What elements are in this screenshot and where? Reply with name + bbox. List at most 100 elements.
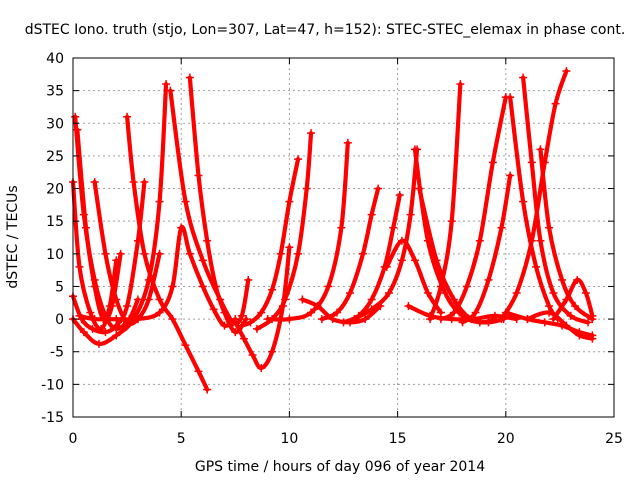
data-point-marker <box>123 302 132 311</box>
data-point-marker <box>129 178 138 187</box>
data-point-marker <box>71 112 80 121</box>
y-tick-label: 25 <box>46 149 64 165</box>
data-point-marker <box>155 295 164 304</box>
data-point-marker <box>90 282 99 291</box>
data-point-marker <box>263 315 272 324</box>
data-point-marker <box>536 145 545 154</box>
data-point-marker <box>475 236 484 245</box>
y-tick-label: -5 <box>50 345 64 361</box>
data-point-marker <box>181 341 190 350</box>
data-point-marker <box>456 80 465 89</box>
data-point-marker <box>239 334 248 343</box>
data-point-marker <box>107 302 116 311</box>
data-point-marker <box>519 73 528 82</box>
data-point-marker <box>339 318 348 327</box>
data-point-marker <box>237 311 246 320</box>
data-point-marker <box>558 275 567 284</box>
data-point-marker <box>101 328 110 337</box>
y-tick-label: 5 <box>55 279 64 295</box>
data-point-marker <box>588 311 597 320</box>
data-point-marker <box>397 256 406 265</box>
data-point-marker <box>198 282 207 291</box>
data-point-marker <box>358 249 367 258</box>
data-point-marker <box>367 295 376 304</box>
data-point-marker <box>302 184 311 193</box>
data-point-marker <box>549 288 558 297</box>
data-point-marker <box>584 318 593 327</box>
data-point-marker <box>575 331 584 340</box>
data-point-marker <box>220 321 229 330</box>
data-point-marker <box>101 249 110 258</box>
data-point-marker <box>471 308 480 317</box>
data-point-marker <box>395 191 404 200</box>
data-point-marker <box>404 302 413 311</box>
data-point-marker <box>203 236 212 245</box>
data-point-marker <box>155 197 164 206</box>
data-point-marker <box>389 223 398 232</box>
data-point-marker <box>203 385 212 394</box>
y-tick-labels: -15 -10 -5 0 5 10 15 20 25 30 35 40 <box>41 51 64 426</box>
data-point-marker <box>581 288 590 297</box>
data-point-marker <box>285 197 294 206</box>
data-point-marker <box>268 285 277 294</box>
y-tick-label: -10 <box>41 377 64 393</box>
data-point-marker <box>73 125 82 134</box>
data-point-marker <box>536 236 545 245</box>
data-point-marker <box>88 324 97 333</box>
data-point-marker <box>133 315 142 324</box>
data-point-marker <box>527 158 536 167</box>
data-point-marker <box>410 145 419 154</box>
data-point-marker <box>406 210 415 219</box>
data-point-marker <box>116 249 125 258</box>
data-point-marker <box>436 315 445 324</box>
data-point-marker <box>285 315 294 324</box>
data-point-marker <box>382 262 391 271</box>
data-point-marker <box>242 315 251 324</box>
data-series <box>69 67 597 394</box>
axis-ticks <box>72 57 615 418</box>
data-point-marker <box>155 308 164 317</box>
data-point-marker <box>90 315 99 324</box>
data-point-marker <box>523 315 532 324</box>
data-point-marker <box>484 318 493 327</box>
data-point-marker <box>532 262 541 271</box>
x-tick-label: 15 <box>389 431 407 447</box>
data-point-marker <box>497 315 506 324</box>
data-point-marker <box>588 334 597 343</box>
y-tick-label: 40 <box>46 51 64 67</box>
data-point-marker <box>566 311 575 320</box>
x-tick-label: 10 <box>280 431 298 447</box>
data-point-marker <box>123 112 132 121</box>
data-point-marker <box>209 305 218 314</box>
data-point-marker <box>374 184 383 193</box>
data-point-marker <box>410 256 419 265</box>
data-point-marker <box>94 339 103 348</box>
data-point-marker <box>252 324 261 333</box>
data-point-marker <box>268 347 277 356</box>
data-point-marker <box>90 178 99 187</box>
y-tick-label: 20 <box>46 182 64 198</box>
data-point-marker <box>194 171 203 180</box>
data-point-marker <box>512 288 521 297</box>
series-line <box>352 147 420 322</box>
data-point-marker <box>281 295 290 304</box>
series-line <box>70 179 147 335</box>
data-point-marker <box>231 328 240 337</box>
data-point-marker <box>506 171 515 180</box>
data-point-marker <box>168 315 177 324</box>
y-tick-label: 0 <box>55 312 64 328</box>
data-point-marker <box>75 262 84 271</box>
data-point-marker <box>540 318 549 327</box>
y-tick-label: 15 <box>46 214 64 230</box>
data-point-marker <box>333 308 342 317</box>
data-point-marker <box>246 318 255 327</box>
data-point-marker <box>384 288 393 297</box>
data-point-marker <box>168 282 177 291</box>
y-tick-label: 35 <box>46 84 64 100</box>
data-point-marker <box>198 256 207 265</box>
x-axis-label: GPS time / hours of day 096 of year 2014 <box>195 459 485 475</box>
data-point-marker <box>181 197 190 206</box>
y-tick-label: 10 <box>46 247 64 263</box>
data-point-marker <box>324 282 333 291</box>
data-point-marker <box>112 295 121 304</box>
